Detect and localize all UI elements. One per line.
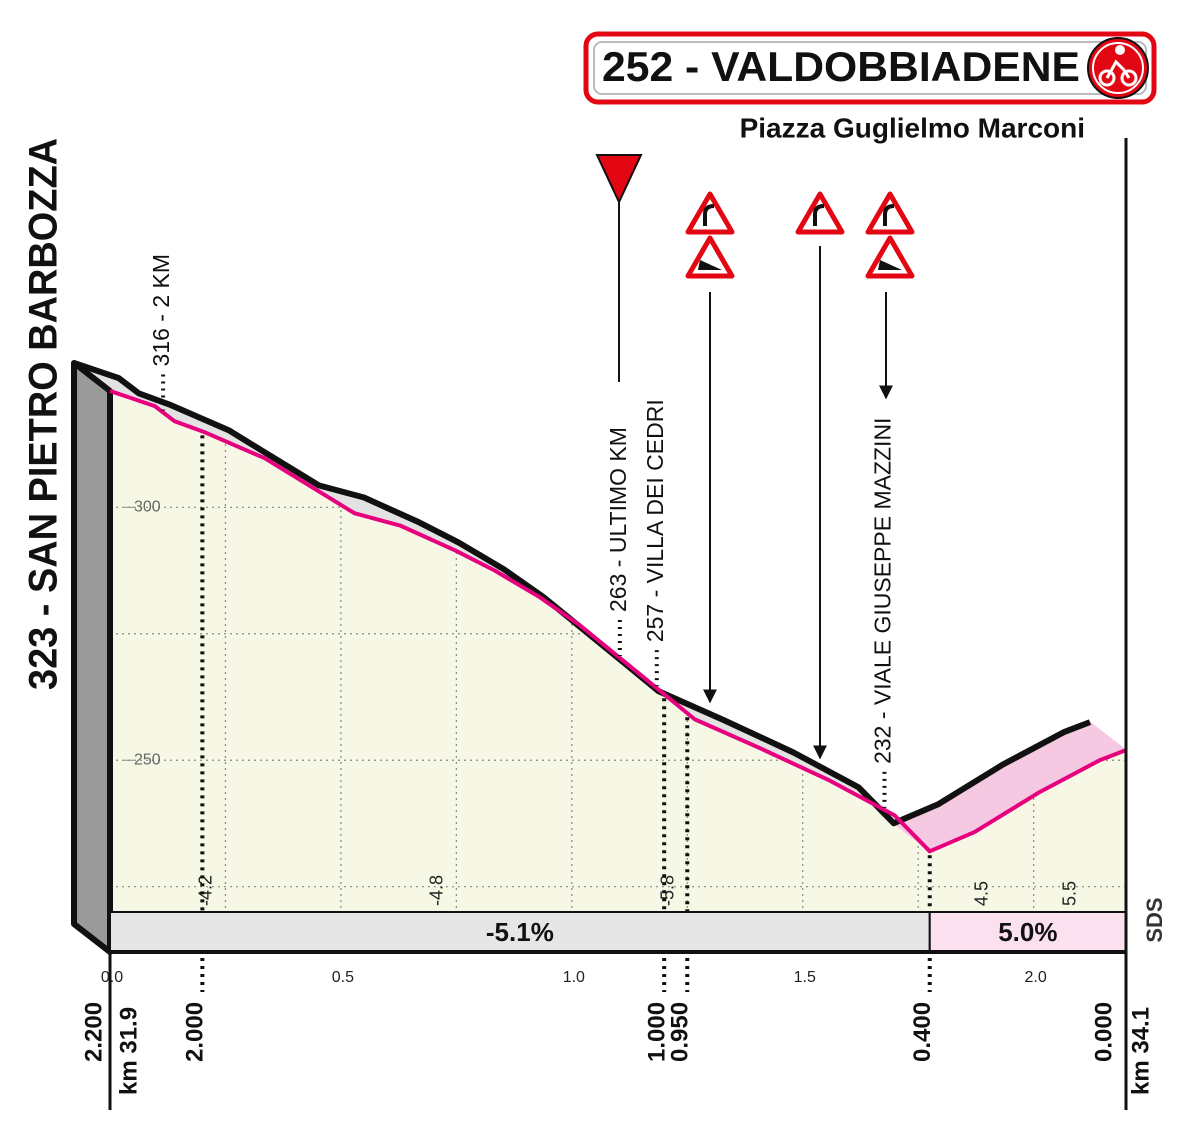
y-tick-label: 250 bbox=[134, 751, 161, 768]
distance-label: 1.000 bbox=[644, 1002, 671, 1062]
profile-edge bbox=[73, 360, 1092, 827]
start-km-label: km 31.9 bbox=[115, 1007, 142, 1095]
x-tick-label: 0.5 bbox=[332, 969, 354, 986]
x-tick-label: 2.0 bbox=[1025, 969, 1047, 986]
warning-sign bbox=[798, 194, 842, 232]
finish-icon bbox=[1087, 37, 1149, 99]
x-tick-label: 1.5 bbox=[794, 969, 816, 986]
marker-label: 316 - 2 KM bbox=[148, 254, 174, 367]
gradient-label: -5.1% bbox=[486, 917, 554, 947]
plot: 250 300 -5.1% 5.0% -4.2 -4.8 -5.8 4.5 5.5 0.0 0.5 1… bbox=[71, 254, 1154, 1095]
gradient-detail: -5.8 bbox=[658, 875, 678, 906]
gradient-detail: -4.2 bbox=[196, 875, 216, 906]
distance-label: 0.000 bbox=[1090, 1002, 1117, 1062]
gradient-segment bbox=[928, 911, 1128, 953]
x-tick-label: 1.0 bbox=[563, 969, 585, 986]
profile-area bbox=[110, 390, 1126, 912]
end-km-label: km 34.1 bbox=[1127, 1007, 1154, 1095]
marker-label: 257 - VILLA DEI CEDRI bbox=[642, 399, 668, 642]
gradient-detail: 5.5 bbox=[1059, 881, 1079, 906]
chart-title: 252 - VALDOBBIADENE bbox=[602, 43, 1080, 90]
start-label: 323 - SAN PIETRO BARBOZZA bbox=[22, 138, 66, 690]
gradient-label: 5.0% bbox=[998, 917, 1057, 947]
profile-wall bbox=[71, 359, 113, 955]
distance-label: 2.200 bbox=[80, 1002, 107, 1062]
marker-label: 263 - ULTIMO KM bbox=[605, 427, 631, 612]
gradient-detail: -4.8 bbox=[427, 875, 447, 906]
warning-sign bbox=[868, 238, 912, 276]
x-tick-label: 0.0 bbox=[101, 969, 123, 986]
warning-sign bbox=[868, 194, 912, 232]
chart-subtitle: Piazza Guglielmo Marconi bbox=[740, 112, 1085, 143]
marker-label: 232 - VIALE GIUSEPPE MAZZINI bbox=[870, 418, 896, 764]
distance-label: 0.950 bbox=[667, 1002, 694, 1062]
last-km-flag bbox=[595, 154, 643, 205]
distance-label: 2.000 bbox=[182, 1002, 209, 1062]
title-box bbox=[583, 31, 1157, 105]
distance-label: 0.400 bbox=[909, 1002, 936, 1062]
warning-sign bbox=[688, 194, 732, 232]
logo: SDS bbox=[1142, 897, 1167, 942]
y-tick-label: 300 bbox=[134, 499, 161, 516]
profile-line bbox=[109, 389, 1127, 854]
gradient-detail: 4.5 bbox=[972, 881, 992, 906]
warning-sign bbox=[688, 238, 732, 276]
